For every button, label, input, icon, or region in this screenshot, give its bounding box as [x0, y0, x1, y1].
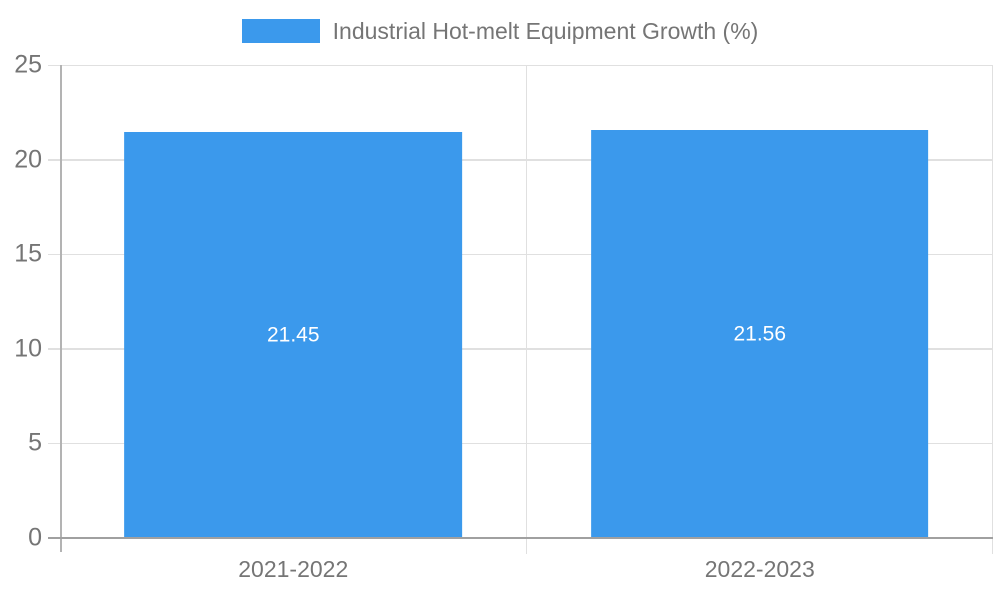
x-axis-line — [48, 537, 993, 539]
legend-label: Industrial Hot-melt Equipment Growth (%) — [332, 17, 759, 44]
y-axis: 0 5 10 15 20 25 — [0, 52, 48, 550]
axis-tick — [525, 539, 527, 554]
legend-swatch-icon — [241, 19, 320, 43]
x-tick-label: 2022-2023 — [704, 556, 815, 582]
y-tick-label: 25 — [14, 50, 42, 79]
gridline — [48, 348, 993, 350]
gridline — [48, 159, 993, 161]
legend-item[interactable]: Industrial Hot-melt Equipment Growth (%) — [241, 17, 759, 44]
legend: Industrial Hot-melt Equipment Growth (%) — [0, 17, 1000, 45]
y-tick-label: 15 — [14, 239, 42, 268]
gridline — [48, 442, 993, 445]
gridline — [48, 253, 993, 256]
axis-tick — [991, 539, 993, 554]
bar[interactable]: 21.45 — [124, 132, 463, 538]
x-tick-label: 2021-2022 — [238, 556, 349, 582]
y-tick-label: 0 — [28, 523, 42, 552]
bar[interactable]: 21.56 — [590, 130, 929, 538]
y-tick-label: 10 — [14, 334, 42, 363]
bar-value-label: 21.45 — [266, 323, 320, 347]
y-tick-label: 5 — [28, 428, 42, 457]
y-tick-label: 20 — [14, 145, 42, 174]
y-axis-line — [60, 65, 62, 552]
gridline — [525, 65, 527, 538]
gridline — [48, 64, 993, 66]
plot-area: 21.45 21.56 — [48, 64, 993, 554]
bar-value-label: 21.56 — [733, 322, 787, 346]
x-axis: 2021-2022 2022-2023 — [60, 554, 993, 586]
plot-right-border — [991, 65, 993, 538]
